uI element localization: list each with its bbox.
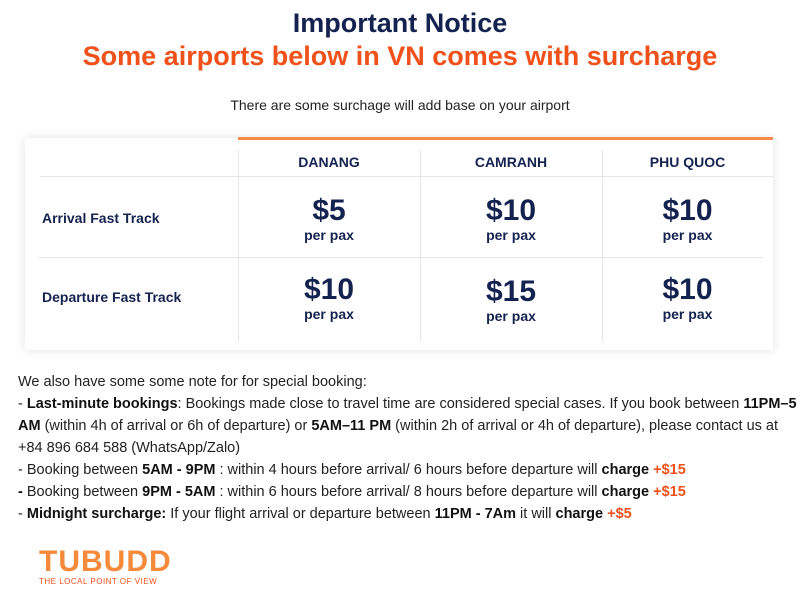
notice-description: There are some surchage will add base on… [230, 97, 570, 113]
price-cell: $15 per pax [485, 275, 537, 325]
price-cell: $10 per pax [662, 194, 713, 244]
price-cell: $10 per pax [303, 273, 355, 323]
booking-notes: We also have some some note for for spec… [18, 371, 798, 525]
price-cell: $5 per pax [304, 194, 354, 244]
column-header-phu-quoc: PHU QUOC [649, 154, 726, 170]
note-midnight-surcharge: - Midnight surcharge: If your flight arr… [18, 506, 632, 522]
column-header-danang: DANANG [298, 154, 360, 170]
tubudd-logo: TUBUDD THE LOCAL POINT OF VIEW [39, 545, 172, 587]
column-header-camranh: CAMRANH [474, 154, 548, 170]
price-cell: $10 per pax [485, 194, 537, 244]
price-cell: $10 per pax [662, 273, 713, 323]
notice-title: Important Notice [292, 8, 508, 38]
row-label-departure: Departure Fast Track [42, 289, 182, 305]
note-night-booking: - Booking between 9PM - 5AM : within 6 h… [18, 484, 686, 500]
row-label-arrival: Arrival Fast Track [42, 210, 160, 226]
notes-intro: We also have some some note for for spec… [18, 374, 367, 390]
note-day-booking: - Booking between 5AM - 9PM : within 4 h… [18, 462, 686, 478]
accent-bar [238, 137, 773, 140]
surcharge-table: DANANG CAMRANH PHU QUOC Arrival Fast Tra… [25, 137, 773, 350]
notice-subtitle: Some airports below in VN comes with sur… [82, 41, 718, 71]
note-last-minute: - Last-minute bookings: Bookings made cl… [18, 396, 797, 456]
